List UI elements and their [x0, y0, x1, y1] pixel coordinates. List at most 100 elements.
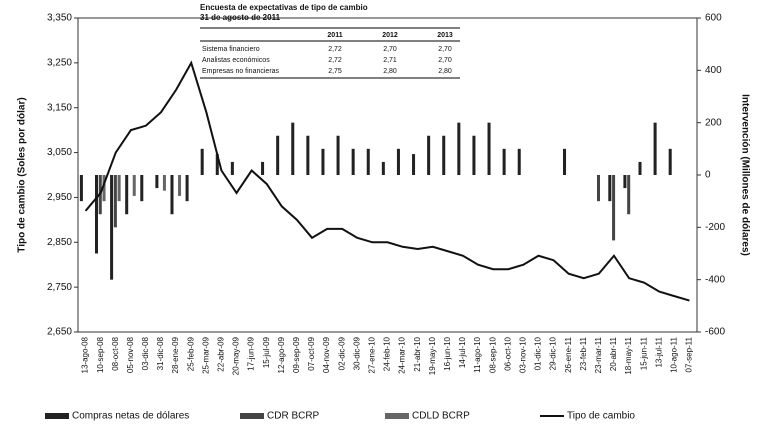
bar [366, 148, 370, 175]
bar [94, 175, 99, 254]
x-tick-label: 25-feb-09 [186, 336, 195, 371]
inset-cell: 2,70 [438, 46, 452, 53]
inset-subtitle: 31 de agosto de 2011 [200, 13, 281, 22]
bar [427, 135, 431, 175]
x-tick-label: 21-abr-10 [413, 336, 422, 371]
bar [608, 175, 612, 202]
inset-cell: 2,80 [438, 68, 452, 75]
y-tick-label: 2,750 [47, 282, 72, 293]
inset-cell: 2,72 [328, 57, 342, 64]
bar [627, 175, 631, 215]
y-tick-label: 2,950 [47, 192, 72, 203]
x-tick-label: 07-oct-09 [307, 336, 316, 370]
y-tick-label: 3,050 [47, 147, 72, 158]
x-tick-label: 20-abr-11 [609, 336, 618, 371]
bar [412, 154, 416, 175]
bar [276, 135, 280, 175]
bar [261, 161, 265, 175]
y2-tick-label: -400 [705, 274, 725, 285]
legend-swatch [240, 413, 264, 419]
x-tick-label: 01-dic-10 [534, 336, 543, 370]
bar [396, 148, 400, 175]
x-tick-label: 10-ago-11 [669, 336, 678, 372]
legend-label: CDLD BCRP [412, 411, 470, 422]
bar [132, 175, 136, 196]
inset-cell: 2,80 [383, 68, 397, 75]
bar [178, 175, 182, 196]
x-tick-label: 26-ene-11 [564, 336, 573, 372]
x-tick-label: 10-sep-08 [96, 336, 105, 373]
bar [230, 161, 234, 175]
bar [623, 175, 627, 189]
bar [351, 148, 355, 175]
y-tick-label: 3,350 [47, 13, 72, 24]
x-tick-label: 09-sep-09 [292, 336, 301, 373]
x-tick-label: 24-feb-10 [383, 336, 392, 371]
bar [200, 148, 204, 175]
x-tick-label: 06-oct-10 [503, 336, 512, 370]
bar [155, 175, 159, 189]
inset-cell: 2,70 [438, 57, 452, 64]
x-tick-label: 24-mar-10 [398, 336, 407, 373]
bar [381, 161, 385, 175]
x-tick-label: 13-jul-11 [654, 336, 663, 367]
x-tick-label: 13-ago-08 [81, 336, 90, 373]
x-tick-label: 08-sep-10 [488, 336, 497, 373]
x-tick-label: 15-jun-11 [639, 336, 648, 370]
x-tick-label: 03-nov-10 [518, 336, 527, 373]
bar [125, 175, 129, 215]
bar [291, 122, 295, 175]
y-tick-label: 2,850 [47, 237, 72, 248]
bar [102, 175, 106, 202]
x-tick-label: 19-may-10 [428, 336, 437, 375]
x-tick-label: 03-dic-08 [141, 336, 150, 370]
legend-label: CDR BCRP [267, 411, 320, 422]
x-tick-label: 23-feb-11 [579, 336, 588, 370]
bar [596, 175, 600, 202]
x-tick-label: 25-mar-09 [201, 336, 210, 373]
inset-column: 2013 [437, 32, 453, 39]
bar [472, 135, 476, 175]
bar [306, 135, 310, 175]
inset-row-label: Empresas no financieras [202, 68, 280, 75]
legend-swatch [45, 413, 69, 419]
y-tick-label: 3,150 [47, 102, 72, 113]
x-tick-label: 02-dic-09 [337, 336, 346, 370]
bar [321, 148, 325, 175]
y2-axis-label: Intervención (Millones de dólares) [739, 94, 750, 256]
inset-cell: 2,75 [328, 68, 342, 75]
legend-label: Compras netas de dólares [72, 411, 189, 422]
x-tick-label: 04-nov-09 [322, 336, 331, 373]
inset-cell: 2,71 [383, 57, 397, 64]
bar [113, 175, 117, 228]
bar [336, 135, 340, 175]
bar [517, 148, 521, 175]
x-tick-label: 22-abr-09 [217, 336, 226, 371]
bar [668, 148, 672, 175]
x-tick-label: 07-sep-11 [685, 336, 694, 372]
bar [442, 135, 446, 175]
y2-tick-label: -200 [705, 222, 725, 233]
y-axis-label: Tipo de cambio (Soles por dólar) [17, 97, 28, 252]
inset-title: Encuesta de expectativas de tipo de camb… [200, 3, 368, 12]
bar [638, 161, 642, 175]
y2-tick-label: 200 [705, 117, 722, 128]
x-tick-label: 11-ago-10 [473, 336, 482, 372]
inset-column: 2011 [327, 32, 342, 39]
bar [79, 175, 83, 202]
bar [162, 175, 166, 191]
x-tick-label: 30-dic-09 [352, 336, 361, 370]
inset-row-label: Sistema financiero [202, 46, 260, 53]
bar [215, 154, 219, 175]
bar [170, 175, 174, 215]
inset-row-label: Analistas económicos [202, 57, 270, 64]
bar [612, 175, 616, 241]
y2-tick-label: 600 [705, 13, 722, 24]
x-tick-label: 12-ago-09 [277, 336, 286, 373]
inset-column: 2012 [382, 32, 398, 39]
bar [185, 175, 189, 202]
x-tick-label: 08-oct-08 [111, 336, 120, 370]
y2-tick-label: 400 [705, 65, 722, 76]
inset-cell: 2,72 [328, 46, 342, 53]
